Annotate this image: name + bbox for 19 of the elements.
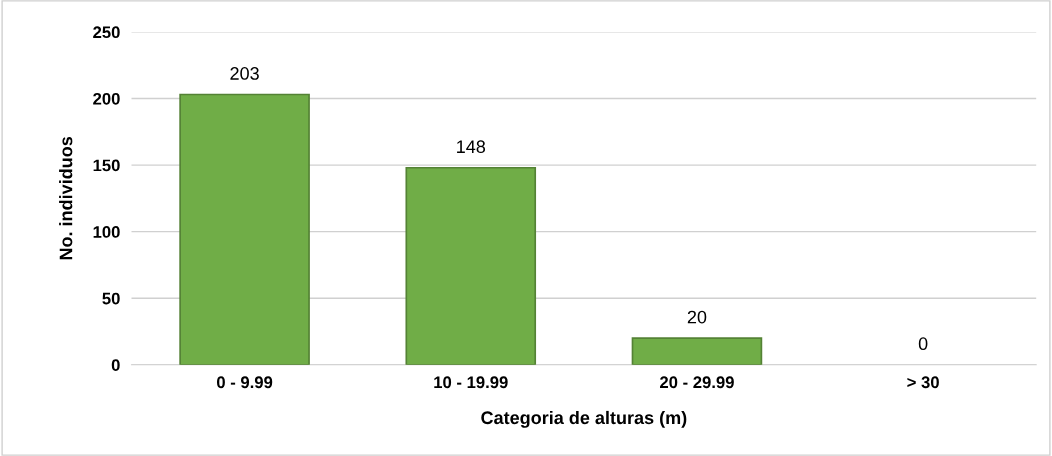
bar <box>631 337 763 365</box>
y-tick-label: 100 <box>93 226 120 238</box>
y-tick-label: 50 <box>102 292 120 305</box>
y-axis-title: No. individuos <box>59 136 73 260</box>
x-tick-label: 20 - 29.99 <box>660 376 734 389</box>
y-tick-label: 0 <box>111 359 120 371</box>
x-axis-title: Categoria de alturas (m) <box>481 410 687 428</box>
y-tick-label: 250 <box>93 26 120 39</box>
data-label: 203 <box>230 67 259 80</box>
y-tick-label: 200 <box>93 92 120 105</box>
x-tick-label: 10 - 19.99 <box>434 376 508 389</box>
x-tick-label: > 30 <box>907 376 939 389</box>
y-tick-label: 150 <box>93 159 120 172</box>
data-label: 20 <box>687 310 707 324</box>
x-tick-label: 0 - 9.99 <box>216 376 273 389</box>
bar <box>405 166 537 365</box>
bar <box>179 93 310 365</box>
data-label: 148 <box>457 140 486 154</box>
data-label: 0 <box>918 337 928 351</box>
